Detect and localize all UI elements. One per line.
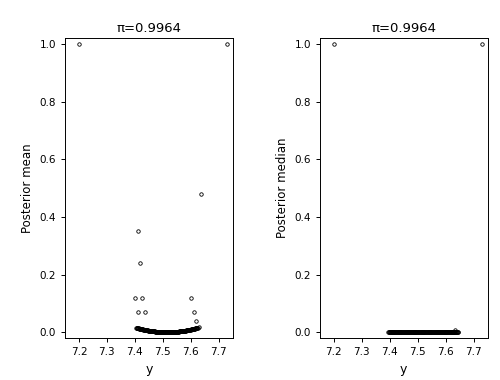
X-axis label: y: y [400, 363, 407, 376]
X-axis label: y: y [145, 363, 152, 376]
Y-axis label: Posterior median: Posterior median [276, 138, 289, 238]
Y-axis label: Posterior mean: Posterior mean [21, 143, 34, 233]
Title: π=0.9964: π=0.9964 [371, 22, 436, 35]
Title: π=0.9964: π=0.9964 [116, 22, 182, 35]
